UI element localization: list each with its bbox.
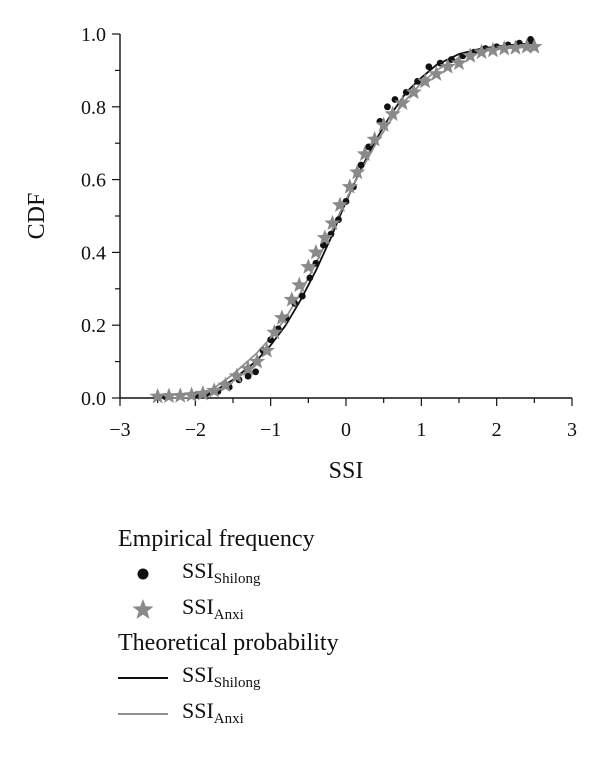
gray-line-icon [118,713,168,715]
star-point [356,145,373,161]
empirical-markers [149,36,543,404]
star-point [258,342,275,358]
y-tick-label: 0.4 [81,242,106,264]
legend-heading-theoretical: Theoretical probability [118,630,339,656]
dot-point [357,161,365,169]
legend-label-shilong-theoretical: SSIShilong [182,662,261,691]
star-point [307,243,324,260]
legend-item-shilong-theoretical: SSIShilong [118,660,498,696]
dot-point [527,36,534,43]
star-point [417,72,434,89]
x-tick-label: 1 [416,419,426,441]
star-point [462,47,479,63]
x-axis-title: SSI [329,458,364,484]
star-point [341,178,358,194]
star-point [149,388,166,404]
y-tick-label: 0.0 [81,388,106,410]
dot-point [244,372,252,380]
dot-point [252,368,259,376]
star-point [194,385,211,401]
x-tick-label: 2 [492,419,502,441]
star-point [428,65,445,81]
star-point [228,367,245,384]
dot-point [425,63,433,71]
y-axis-title: CDF [24,193,50,240]
y-tick-label: 0.6 [81,170,106,192]
cdf-chart: −3 −2 −1 0 1 2 3 0.0 0.2 0.4 0.6 0.8 1.0 SSI CDF [24,24,577,484]
legend-heading-empirical: Empirical frequency [118,526,315,552]
dot-point [267,336,275,344]
x-tick-label: −3 [109,419,130,441]
legend-label-anxi-theoretical: SSIAnxi [182,698,244,727]
star-point [183,386,200,402]
star-point [484,41,501,58]
star-point [316,229,333,245]
star-point [526,38,543,54]
star-point [349,163,366,180]
star-point [291,276,308,293]
y-tick-label: 0.8 [81,97,106,119]
y-tick-label: 0.2 [81,315,106,337]
theoretical-curve-3 [157,45,535,399]
ticks [112,33,573,406]
star-point [273,309,291,325]
star-point [507,39,524,55]
theoretical-curve-2 [157,42,535,399]
star-point [439,58,456,74]
legend-item-shilong-empirical: SSIShilong [118,556,498,592]
star-point [375,116,392,132]
star-point [217,376,234,393]
star-point [473,43,490,60]
star-point [239,360,257,376]
dot-point [306,274,314,282]
legend-item-anxi-empirical: SSIAnxi [118,592,498,628]
star-point [172,387,189,403]
axes [119,34,572,399]
star-marker-icon [132,599,154,619]
star-point [405,83,422,100]
legend-label-anxi-empirical: SSIAnxi [182,594,244,623]
star-point [450,54,468,70]
black-line-icon [118,677,168,679]
legend-item-anxi-theoretical: SSIAnxi [118,696,498,732]
star-point [283,291,300,307]
star-point [331,196,349,212]
dot-point [384,103,391,111]
star-point [394,94,411,111]
dot-marker-icon [137,568,149,580]
star-point [324,214,341,231]
x-tick-label: −1 [260,419,281,441]
tick-labels: −3 −2 −1 0 1 2 3 0.0 0.2 0.4 0.6 0.8 1.0 [81,24,577,441]
star-point [160,387,178,404]
legend-label-shilong-empirical: SSIShilong [182,558,261,587]
star-point [366,131,383,147]
star-point [384,105,401,121]
star-point [206,382,223,398]
star-point [518,38,535,54]
legend: Empirical frequency SSIShilong SSIAnxi T… [118,524,498,732]
star-point [496,40,513,56]
x-tick-label: 0 [341,419,351,441]
x-tick-label: −2 [185,419,206,441]
y-tick-label: 1.0 [81,24,106,46]
star-point [300,258,317,274]
x-tick-label: 3 [567,419,577,441]
star-point [266,323,283,340]
theoretical-curves [157,42,535,399]
dot-point [298,292,306,300]
star-point [249,353,266,369]
